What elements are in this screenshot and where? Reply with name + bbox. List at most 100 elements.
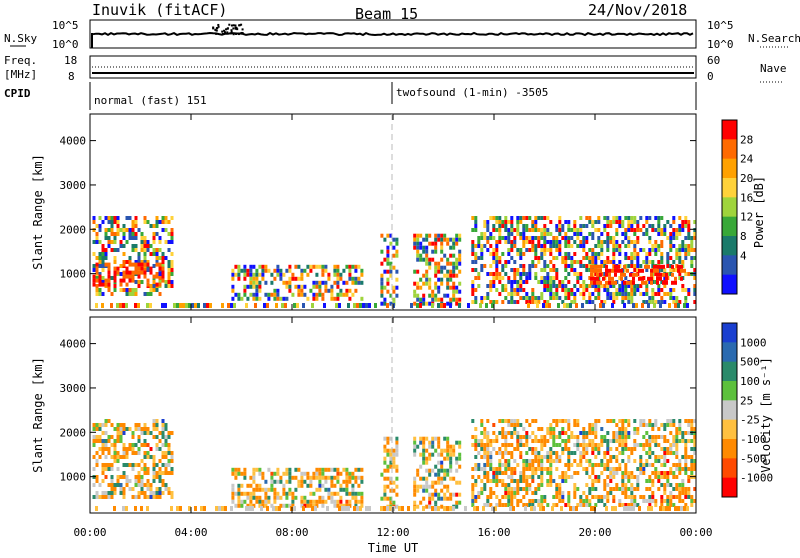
heatmap-cell	[357, 491, 361, 496]
heatmap-cell	[443, 436, 447, 441]
heatmap-cell	[567, 451, 571, 455]
heatmap-cell	[678, 467, 682, 471]
heatmap-cell	[342, 479, 346, 484]
heatmap-cell	[116, 439, 120, 443]
heatmap-cell	[318, 483, 322, 488]
heatmap-cell	[690, 459, 694, 463]
heatmap-cell	[446, 436, 450, 441]
heatmap-cell	[582, 244, 586, 248]
heatmap-cell	[243, 471, 247, 476]
heatmap-cell	[579, 228, 583, 232]
heatmap-cell	[471, 435, 475, 439]
heatmap-cell	[525, 216, 529, 220]
heatmap-cell	[594, 455, 598, 459]
heatmap-cell	[561, 284, 565, 288]
heatmap-cell	[498, 236, 502, 240]
heatmap-cell	[540, 248, 544, 252]
heatmap-cell	[125, 463, 129, 467]
heatmap-cell	[657, 443, 661, 447]
heatmap-cell	[627, 459, 631, 463]
heatmap-cell	[237, 268, 241, 273]
heatmap-cell	[606, 288, 610, 292]
heatmap-cell	[128, 479, 132, 483]
heatmap-cell	[612, 487, 616, 491]
heatmap-cell	[669, 471, 673, 475]
heatmap-cell	[413, 293, 417, 298]
heatmap-cell	[588, 276, 592, 280]
heatmap-cell	[380, 472, 384, 477]
heatmap-cell	[531, 228, 535, 232]
heatmap-cell	[660, 232, 664, 236]
heatmap-cell	[455, 285, 459, 290]
heatmap-cell	[101, 451, 105, 455]
heatmap-cell	[243, 268, 247, 273]
heatmap-cell	[137, 471, 141, 475]
heatmap-cell	[594, 228, 598, 232]
heatmap-cell	[455, 289, 459, 294]
heatmap-cell	[690, 244, 694, 248]
heatmap-cell	[164, 483, 168, 487]
heatmap-cell	[483, 483, 487, 487]
heatmap-cell	[318, 487, 322, 492]
heatmap-cell	[101, 256, 105, 260]
heatmap-cell	[606, 232, 610, 236]
cpid-label: CPID	[4, 87, 31, 100]
heatmap-cell	[528, 475, 532, 479]
heatmap-cell	[443, 237, 447, 242]
heatmap-cell	[161, 270, 165, 275]
heatmap-cell	[642, 435, 646, 439]
heatmap-cell	[339, 276, 343, 281]
heatmap-cell	[107, 278, 111, 283]
heatmap-cell	[627, 495, 631, 499]
heatmap-cell	[675, 435, 679, 439]
heatmap-cell	[477, 491, 481, 495]
heatmap-cell	[252, 487, 256, 492]
heatmap-cell	[155, 232, 159, 236]
heatmap-cell	[528, 216, 532, 220]
heatmap-cell	[585, 240, 589, 244]
heatmap-cell	[300, 499, 304, 504]
heatmap-cell	[621, 240, 625, 244]
heatmap-cell	[498, 431, 502, 435]
heatmap-cell	[443, 265, 447, 270]
heatmap-cell	[495, 300, 499, 304]
heatmap-cell	[446, 273, 450, 278]
heatmap-cell	[471, 487, 475, 491]
nsky-spike	[240, 31, 243, 34]
heatmap-cell	[539, 506, 542, 511]
heatmap-cell	[137, 266, 141, 271]
heatmap-cell	[107, 216, 111, 220]
heatmap-cell	[471, 499, 475, 503]
heatmap-cell	[627, 475, 631, 479]
heatmap-cell	[534, 499, 538, 503]
heatmap-cell	[357, 276, 361, 281]
heatmap-cell	[134, 220, 138, 224]
heatmap-cell	[555, 491, 559, 495]
heatmap-cell	[98, 228, 102, 232]
heatmap-cell	[486, 459, 490, 463]
heatmap-cell	[588, 499, 592, 503]
heatmap-cell	[615, 232, 619, 236]
heatmap-cell	[240, 491, 244, 496]
heatmap-cell	[477, 475, 481, 479]
heatmap-cell	[297, 483, 301, 488]
heatmap-cell	[119, 491, 123, 495]
heatmap-cell	[504, 264, 508, 268]
heatmap-cell	[543, 284, 547, 288]
heatmap-cell	[303, 495, 307, 500]
heatmap-cell	[443, 303, 446, 308]
colorbar-tick-label: -500	[740, 452, 767, 465]
heatmap-cell	[477, 284, 481, 288]
heatmap-cell	[669, 256, 673, 260]
heatmap-cell	[549, 296, 553, 300]
heatmap-cell	[654, 419, 658, 423]
heatmap-cell	[588, 260, 592, 264]
heatmap-cell	[540, 495, 544, 499]
heatmap-cell	[149, 270, 153, 275]
heatmap-cell	[579, 216, 583, 220]
heatmap-cell	[558, 435, 562, 439]
heatmap-cell	[431, 249, 435, 254]
heatmap-cell	[474, 439, 478, 443]
heatmap-cell	[434, 472, 438, 477]
heatmap-cell	[339, 483, 343, 488]
